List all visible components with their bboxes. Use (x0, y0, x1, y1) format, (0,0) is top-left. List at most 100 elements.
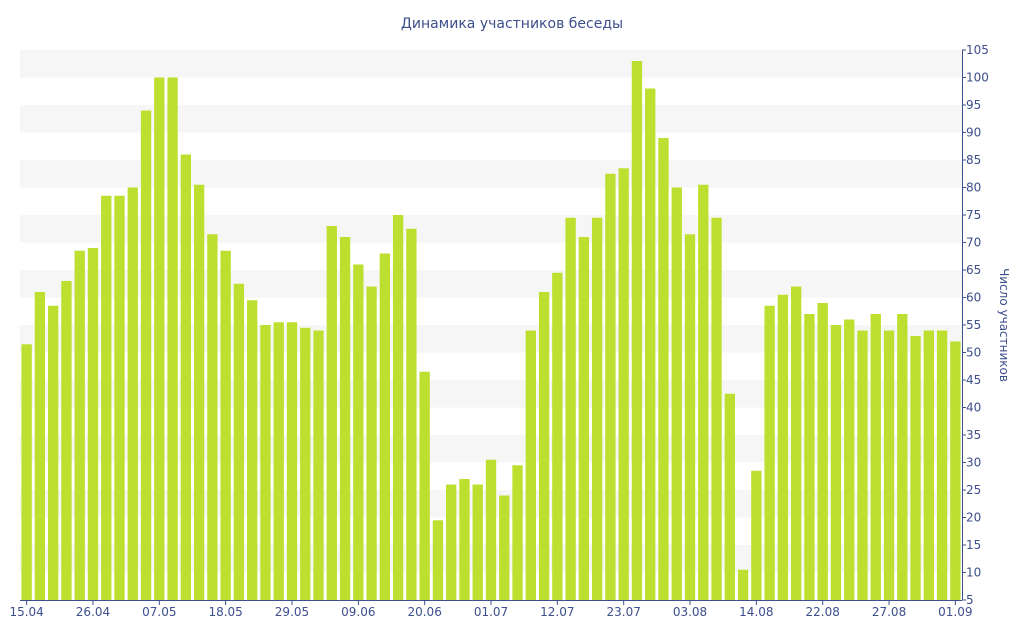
x-tick-label: 26.04 (76, 605, 110, 619)
y-tick-label: 5 (966, 593, 974, 607)
bar (406, 228, 417, 600)
bar (459, 479, 470, 600)
bar (578, 237, 590, 600)
y-tick-label: 105 (966, 43, 989, 57)
bar (565, 217, 576, 600)
bar-series (21, 61, 961, 600)
bar (87, 248, 99, 600)
bar (47, 305, 59, 600)
bar (313, 330, 324, 600)
y-axis-label: Число участников (997, 268, 1011, 382)
y-tick-label: 40 (966, 401, 981, 415)
bar (21, 344, 32, 600)
bar (844, 319, 855, 600)
bar (300, 327, 311, 600)
bar (950, 341, 961, 600)
y-tick-label: 45 (966, 373, 981, 387)
y-tick-label: 10 (966, 566, 981, 580)
bar (339, 237, 351, 600)
bar (830, 325, 842, 600)
bar (671, 187, 682, 600)
bar (101, 195, 112, 600)
x-tick-label: 18.05 (208, 605, 242, 619)
bar (379, 253, 391, 600)
x-axis-ticks: 15.04 26.04 07.05 18.05 29.05 09.06 20.06 01.07… (9, 600, 973, 619)
bar (698, 184, 709, 600)
bar (857, 330, 868, 600)
bar (180, 154, 192, 600)
x-tick-label: 27.08 (872, 605, 906, 619)
bar (326, 226, 337, 600)
y-tick-label: 50 (966, 346, 981, 360)
y-tick-label: 75 (966, 208, 981, 222)
y-tick-label: 15 (966, 538, 981, 552)
bar (499, 495, 510, 600)
bar (591, 217, 603, 600)
bar (512, 465, 523, 600)
y-tick-label: 65 (966, 263, 981, 277)
x-tick-label: 22.08 (806, 605, 840, 619)
y-tick-label: 100 (966, 71, 989, 85)
y-tick-label: 95 (966, 98, 981, 112)
bar (273, 322, 284, 600)
x-tick-label: 01.07 (474, 605, 508, 619)
bar (472, 484, 483, 600)
bar (631, 61, 643, 600)
x-tick-label: 15.04 (9, 605, 43, 619)
x-tick-label: 03.08 (673, 605, 707, 619)
y-tick-label: 35 (966, 428, 981, 442)
bar (751, 470, 762, 600)
bar (220, 250, 231, 600)
bar (645, 88, 656, 600)
bar (432, 520, 444, 600)
bar (817, 303, 828, 600)
bar (446, 484, 457, 600)
bar (167, 77, 178, 600)
bar (233, 283, 245, 600)
x-tick-label: 07.05 (142, 605, 176, 619)
chart-title: Динамика участников беседы (401, 16, 623, 32)
bar (419, 371, 430, 600)
bar (737, 569, 749, 600)
bar (870, 314, 881, 600)
x-tick-label: 12.07 (540, 605, 574, 619)
y-tick-label: 25 (966, 483, 981, 497)
bar (923, 330, 935, 600)
bar (525, 330, 536, 600)
bar (392, 215, 404, 600)
x-tick-label: 01.09 (938, 605, 972, 619)
bar (684, 234, 696, 600)
grid-band (20, 50, 962, 78)
bar (883, 330, 895, 600)
bar (804, 314, 815, 600)
bar (605, 173, 616, 600)
bar (724, 393, 735, 600)
bar (353, 264, 364, 600)
x-tick-label: 09.06 (341, 605, 375, 619)
x-tick-label: 23.07 (606, 605, 640, 619)
bar (764, 305, 775, 600)
bar (366, 286, 377, 600)
bar (485, 459, 497, 600)
x-tick-label: 20.06 (407, 605, 441, 619)
y-tick-label: 60 (966, 291, 981, 305)
bar (193, 184, 205, 600)
bar (790, 286, 802, 600)
y-tick-label: 55 (966, 318, 981, 332)
bar (910, 336, 921, 600)
bar (127, 187, 138, 600)
bar (34, 292, 46, 600)
bar (247, 300, 258, 600)
bar (260, 325, 271, 600)
x-tick-label: 14.08 (739, 605, 773, 619)
bar (154, 77, 165, 600)
y-tick-label: 30 (966, 456, 981, 470)
bar (61, 281, 72, 600)
y-tick-label: 70 (966, 236, 981, 250)
y-tick-label: 85 (966, 153, 981, 167)
bar (114, 195, 125, 600)
bar (74, 250, 85, 600)
y-tick-label: 80 (966, 181, 981, 195)
bar (897, 314, 908, 600)
